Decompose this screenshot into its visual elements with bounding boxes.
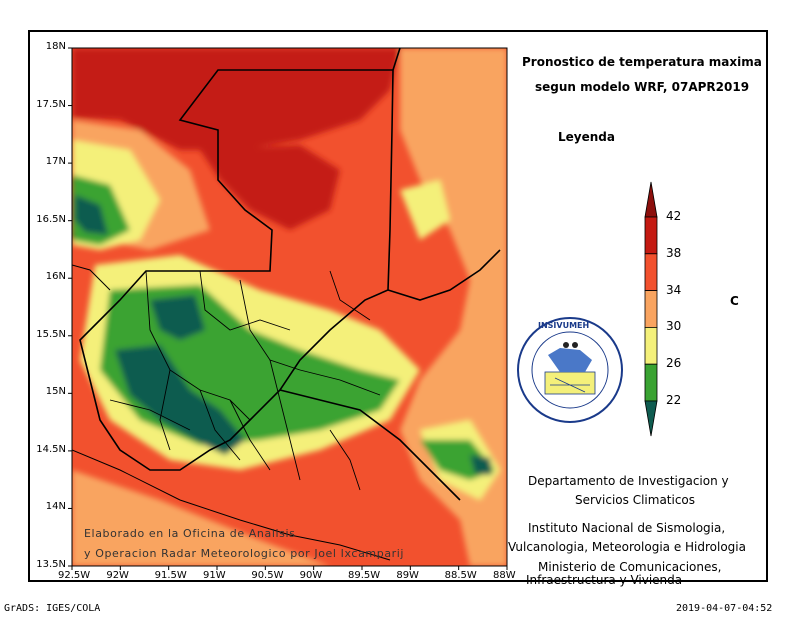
temp-zone-38-42-peten — [200, 145, 340, 230]
color-bar-level-label: 34 — [666, 282, 682, 297]
temp-zone-26-30-belize — [400, 180, 450, 240]
temp-zone-38-42-north — [72, 48, 400, 150]
border-honduras-elsalvador — [279, 389, 461, 501]
lat-tick-label: 13.5N — [36, 559, 66, 570]
unit-label: C — [730, 294, 739, 308]
color-bar-segment — [644, 253, 658, 292]
color-bar-level-label: 38 — [666, 245, 682, 260]
footer-left: GrADS: IGES/COLA — [4, 603, 101, 614]
lat-tick-label: 17N — [45, 156, 66, 168]
temp-zone-below-22-cuchumatanes — [150, 295, 205, 340]
lon-tick-label: 90W — [299, 570, 323, 581]
longitude-ticks — [71, 566, 508, 570]
color-bar-bottom-arrow — [644, 400, 658, 437]
color-bar-level-label: 42 — [666, 209, 682, 223]
color-bar-segment — [644, 290, 658, 328]
min-line1: Ministerio de Comunicaciones, — [538, 560, 722, 574]
color-bar-top-arrow — [644, 181, 658, 218]
lon-tick-label: 89.5W — [348, 570, 381, 581]
legend-title: Leyenda — [558, 130, 615, 144]
lon-tick-label: 91.5W — [154, 570, 187, 581]
dept-line2: Servicios Climaticos — [575, 493, 696, 507]
temperature-field — [72, 48, 507, 566]
lon-tick-label: 92.5W — [58, 570, 91, 581]
color-bar-segment — [644, 216, 658, 255]
chart-title-line1: Pronostico de temperatura maxima — [522, 55, 762, 69]
color-bar-level-label: 26 — [666, 356, 682, 371]
color-bar-segment — [644, 363, 658, 402]
mexico-coast — [72, 264, 111, 291]
logo-text: INSIVUMEH — [538, 321, 590, 330]
temp-zone-below-22-sierra — [115, 345, 245, 455]
footer-right: 2019-04-07-04:52 — [676, 603, 773, 614]
color-bar-level-label: 22 — [666, 393, 682, 407]
inst-line2: Vulcanologia, Meteorologia e Hidrologia — [508, 540, 746, 554]
lat-tick-label: 16N — [45, 271, 66, 283]
lat-tick-label: 17.5N — [36, 98, 66, 110]
lon-tick-label: 88.5W — [444, 570, 477, 581]
temp-zone-below-22-west — [75, 195, 108, 235]
chart-title-line2: segun modelo WRF, 07APR2019 — [535, 80, 750, 94]
temp-zone-below-22-southeast — [470, 455, 492, 475]
border-belize-honduras — [387, 249, 501, 301]
credit-line1: Elaborado en la Oficina de Analisis — [84, 527, 296, 540]
lat-tick-label: 14.5N — [36, 443, 66, 455]
color-bar-level-label: 30 — [666, 319, 682, 334]
latitude-ticks — [68, 47, 72, 567]
lat-tick-label: 15.5N — [36, 328, 66, 340]
min-line2: Infraestructura y Vivienda — [526, 573, 683, 587]
lon-tick-label: 92W — [106, 570, 129, 581]
lon-tick-label: 91W — [203, 570, 226, 581]
map-border — [71, 47, 508, 567]
inst-line1: Instituto Nacional de Sismologia, — [528, 521, 726, 535]
insivumeh-logo — [517, 317, 623, 423]
department-borders — [109, 270, 381, 491]
lon-tick-label: 90.5W — [251, 570, 284, 581]
lon-tick-label: 88W — [493, 570, 516, 581]
lat-tick-label: 16.5N — [36, 213, 66, 225]
lat-tick-label: 18N — [45, 41, 66, 52]
lon-tick-label: 89W — [396, 570, 419, 581]
country-borders — [79, 48, 501, 501]
color-bar-segment — [644, 326, 658, 365]
guatemala-outline — [79, 69, 394, 471]
credit-line2: y Operacion Radar Meteorologico por Joel… — [84, 547, 405, 560]
temp-zone-30-34-pacific — [72, 470, 330, 566]
lat-tick-label: 14N — [45, 501, 66, 513]
color-bar — [644, 181, 658, 437]
lat-tick-label: 15N — [45, 386, 66, 398]
border-mexico-belize — [392, 48, 401, 71]
pacific-coastline — [72, 449, 391, 561]
dept-line1: Departamento de Investigacion y — [528, 474, 729, 488]
